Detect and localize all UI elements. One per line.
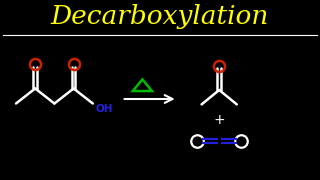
Text: OH: OH <box>95 104 113 114</box>
Text: Decarboxylation: Decarboxylation <box>51 4 269 29</box>
Text: +: + <box>213 113 225 127</box>
